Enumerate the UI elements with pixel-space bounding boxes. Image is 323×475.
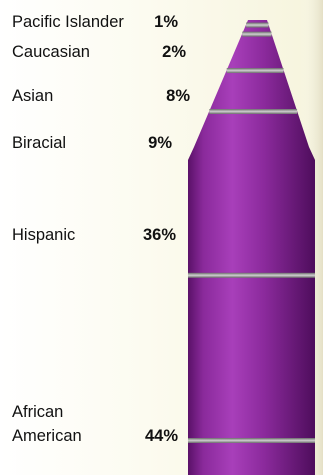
crayon-band: [188, 272, 315, 278]
crayon-bands: [188, 22, 315, 443]
category-label: Hispanic: [12, 226, 75, 244]
crayon: [188, 20, 315, 475]
crayon-band: [246, 22, 269, 28]
crayon-band: [226, 68, 284, 74]
category-label-group: Caucasian 2%: [12, 43, 186, 61]
value-label: 2%: [162, 43, 186, 61]
crayon-body: [188, 20, 315, 475]
category-label: African: [12, 403, 63, 421]
category-label: Biracial: [12, 134, 66, 152]
value-label: 9%: [148, 134, 172, 152]
category-label-group: Asian 8%: [12, 87, 190, 105]
category-label: Asian: [12, 87, 53, 105]
category-label-group: Biracial 9%: [12, 134, 172, 152]
crayon-band: [242, 31, 272, 37]
category-label: American: [12, 427, 82, 445]
value-label: 44%: [145, 427, 178, 445]
value-label: 1%: [154, 13, 178, 31]
crayon-band: [188, 438, 315, 443]
category-label-group: Hispanic 36%: [12, 226, 176, 244]
value-label: 8%: [166, 87, 190, 105]
category-label-group: African American 44%: [12, 403, 178, 445]
category-label: Caucasian: [12, 43, 90, 61]
category-label: Pacific Islander: [12, 13, 124, 31]
value-label: 36%: [143, 226, 176, 244]
crayon-band: [209, 109, 298, 114]
category-labels: Pacific Islander 1% Caucasian 2% Asian 8% Bira…: [12, 13, 190, 445]
category-label-group: Pacific Islander 1%: [12, 13, 178, 31]
